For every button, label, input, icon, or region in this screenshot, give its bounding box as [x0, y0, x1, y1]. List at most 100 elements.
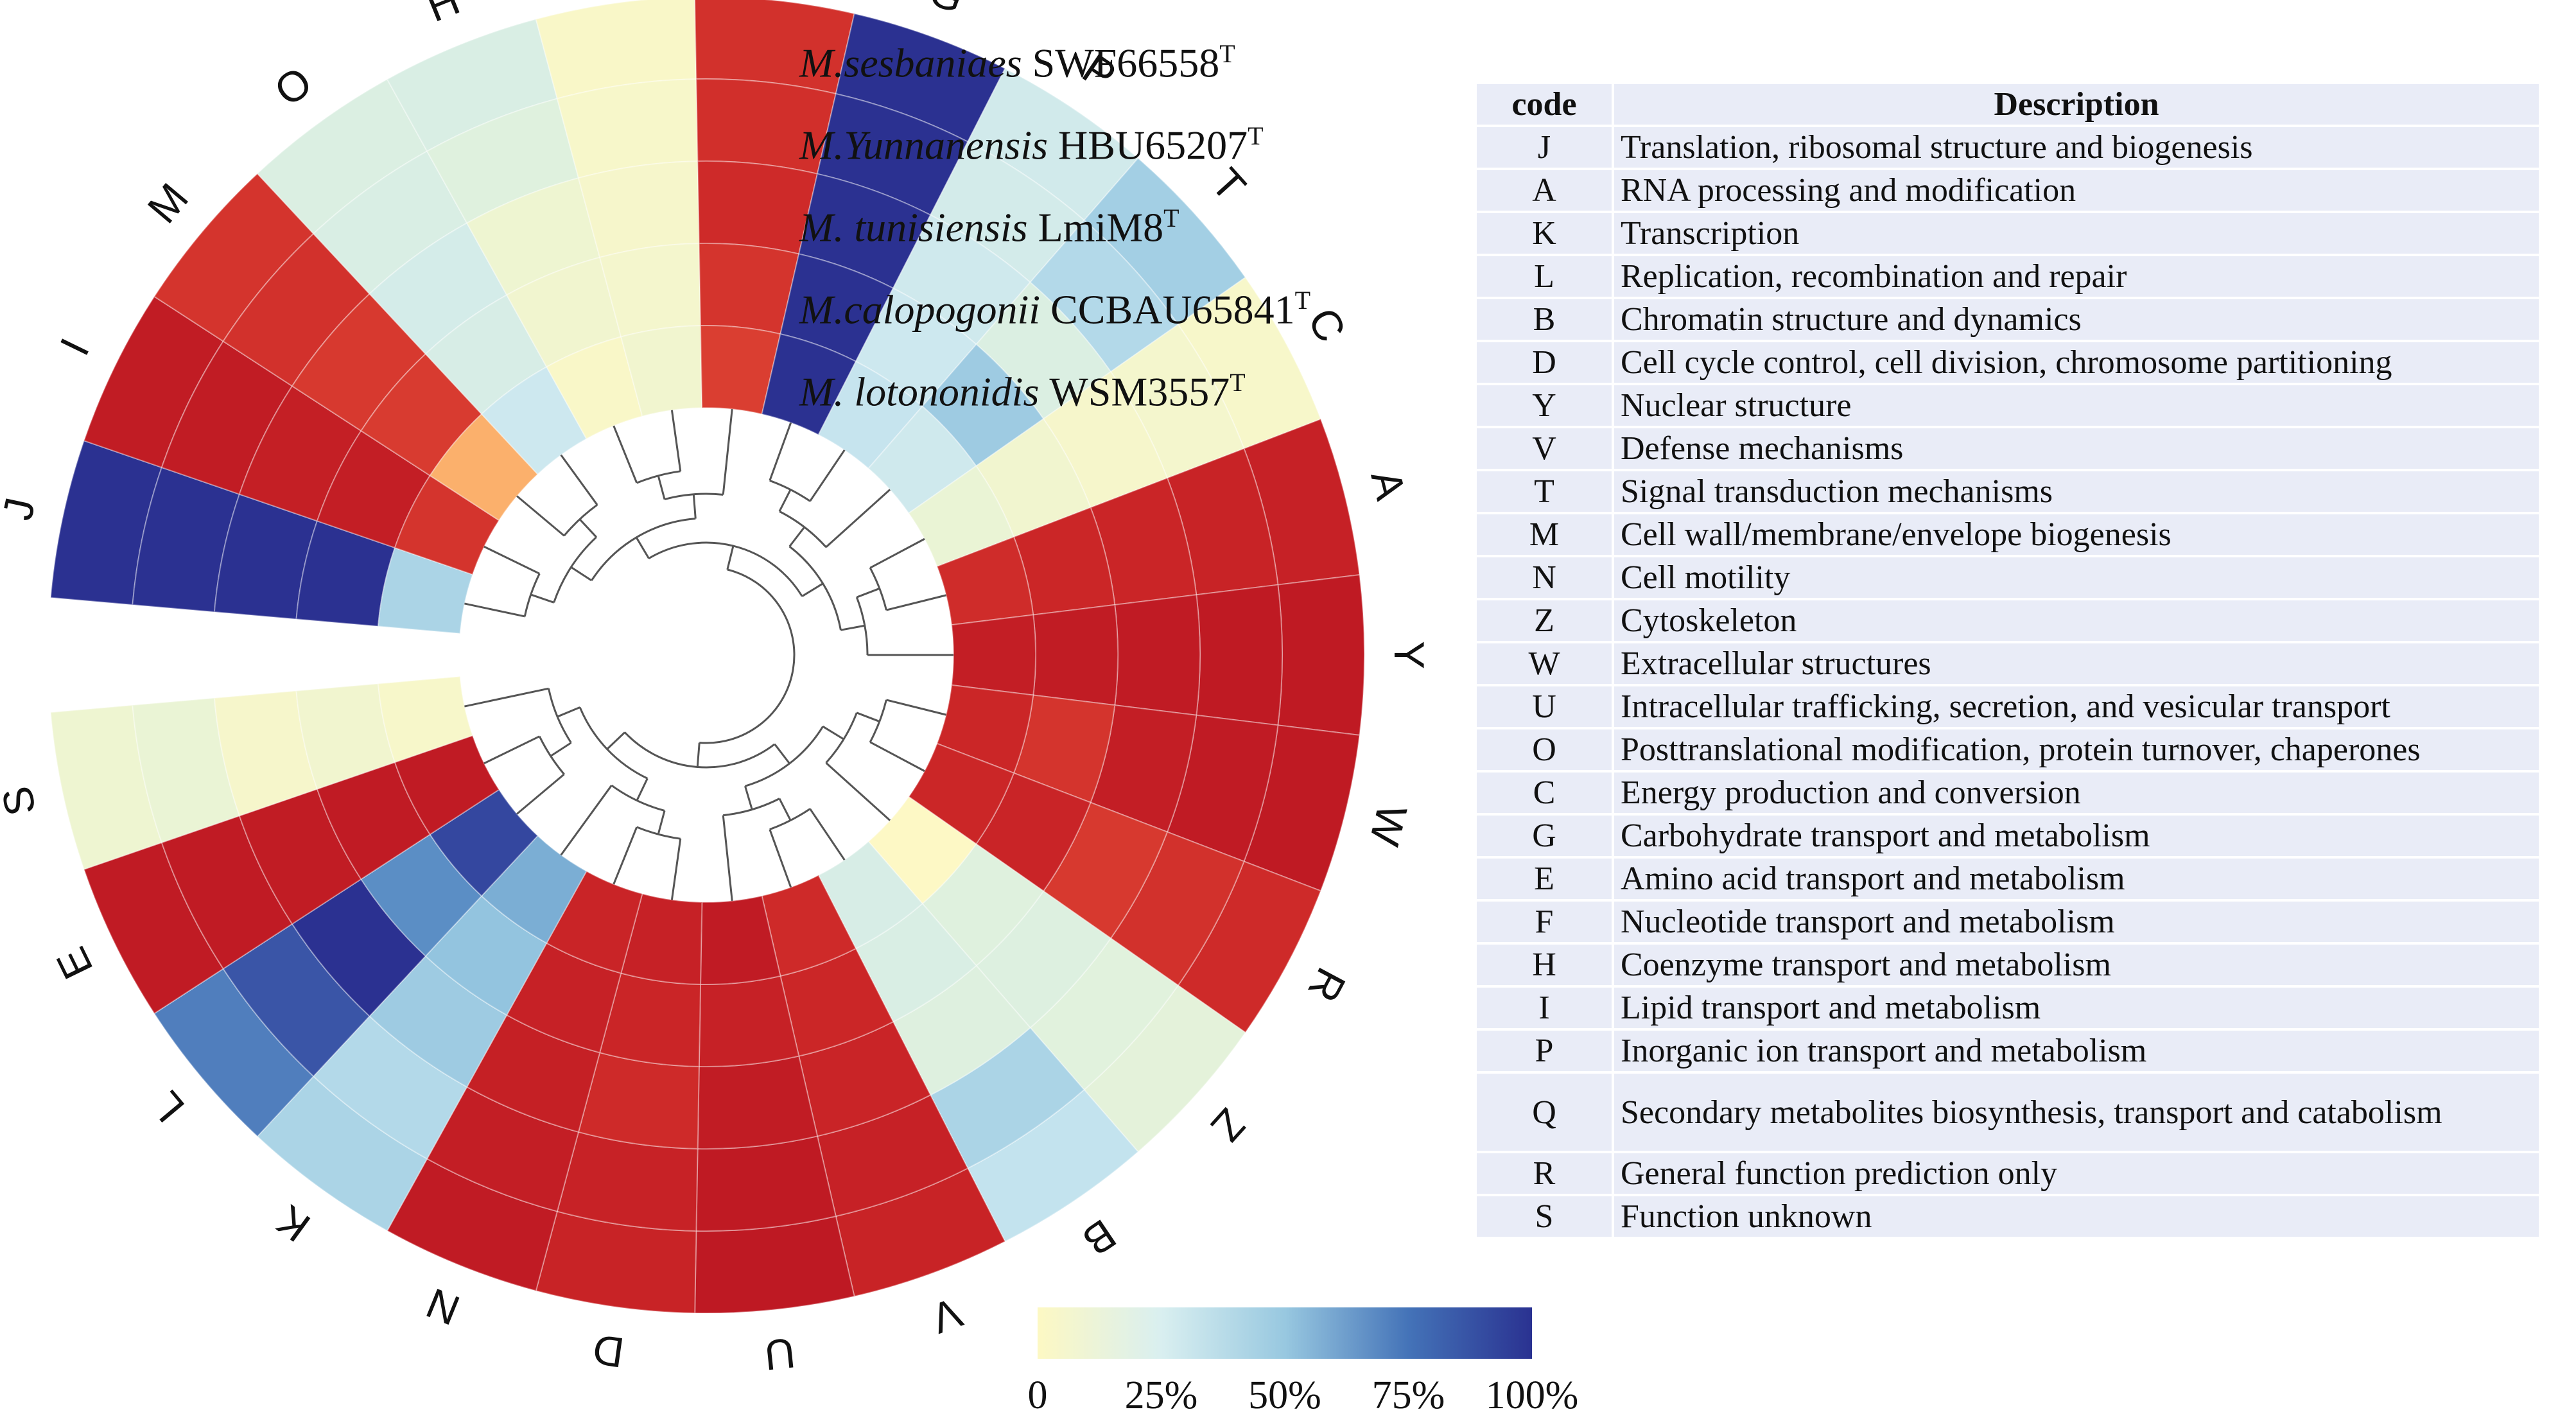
heatmap-cell	[429, 789, 539, 897]
colorbar-ticks: 0 25% 50% 75% 100%	[1014, 1373, 1580, 1418]
description-cell: Extracellular structures	[1614, 643, 2539, 684]
dendrogram-branch	[869, 537, 925, 569]
heatmap-cell	[1032, 604, 1118, 706]
dendrogram-branch	[483, 735, 540, 765]
description-cell: Inorganic ion transport and metabolism	[1614, 1031, 2539, 1071]
strain-id: HBU65207	[1058, 122, 1248, 168]
dendrogram-branch	[769, 422, 792, 481]
colorbar-tick-label: 25%	[1124, 1374, 1198, 1417]
strain-id: LmiM8	[1038, 204, 1164, 250]
dendrogram-arc	[699, 568, 796, 744]
table-row: G Carbohydrate transport and metabolism	[1477, 816, 2539, 856]
table-row: U Intracellular trafficking, secretion, a…	[1477, 686, 2539, 727]
dendrogram-branch	[809, 449, 846, 502]
species-name: M.Yunnanensis	[799, 122, 1059, 168]
table-row: C Energy production and conversion	[1477, 773, 2539, 813]
heatmap-cell	[1196, 584, 1283, 726]
category-label: Y	[1386, 641, 1433, 669]
dendrogram-arc	[553, 536, 597, 603]
heatmap-cell	[817, 841, 923, 950]
circular-heatmap: JIMOHQFGPTCAYWRZBVUDNKLES	[0, 0, 1433, 1379]
dendrogram-branch	[744, 785, 753, 810]
type-strain-mark: T	[1219, 39, 1235, 68]
category-label: D	[590, 1325, 627, 1377]
dendrogram-branch	[696, 742, 701, 767]
table-row: P Inorganic ion transport and metabolism	[1477, 1031, 2539, 1071]
table-row: R General function prediction only	[1477, 1153, 2539, 1194]
species-name: M.calopogonii	[799, 286, 1051, 333]
dendrogram-branch	[657, 475, 666, 500]
table-row: H Coenzyme transport and metabolism	[1477, 945, 2539, 985]
code-cell: P	[1477, 1031, 1612, 1071]
dendrogram-branch	[869, 741, 925, 773]
dendrogram-branch	[801, 582, 824, 597]
description-cell: Cytoskeleton	[1614, 600, 2539, 641]
description-cell: Carbohydrate transport and metabolism	[1614, 816, 2539, 856]
code-cell: M	[1477, 514, 1612, 555]
description-cell: Function unknown	[1614, 1196, 2539, 1237]
species-legend-entry: M.calopogonii CCBAU65841T	[799, 285, 1310, 333]
heatmap-cell	[1277, 573, 1366, 737]
dendrogram-branch	[606, 731, 626, 750]
heatmap-cell	[695, 1135, 837, 1232]
dendrogram-branch	[769, 829, 792, 888]
dendrogram-branch	[722, 815, 733, 902]
table-row: O Posttranslational modification, protein…	[1477, 729, 2539, 770]
code-cell: Q	[1477, 1074, 1612, 1151]
dendrogram-branch	[670, 410, 682, 472]
category-label: E	[47, 940, 102, 986]
dendrogram-branch	[825, 762, 891, 821]
description-cell: Coenzyme transport and metabolism	[1614, 945, 2539, 985]
code-cell: K	[1477, 213, 1612, 254]
table-row: Q Secondary metabolites biosynthesis, tra…	[1477, 1074, 2539, 1151]
description-cell: Intracellular trafficking, secretion, an…	[1614, 686, 2539, 727]
description-cell: Cell wall/membrane/envelope biogenesis	[1614, 514, 2539, 555]
code-cell: C	[1477, 773, 1612, 813]
dendrogram-branch	[557, 706, 580, 718]
species-name: M. lotononidis	[799, 369, 1050, 415]
table-row: J Translation, ribosomal structure and bi…	[1477, 127, 2539, 168]
table-row: L Replication, recombination and repair	[1477, 256, 2539, 297]
dendrogram-branch	[550, 742, 572, 757]
species-name: M.sesbaniaes	[799, 40, 1032, 86]
strain-id: SWF66558	[1032, 40, 1220, 86]
heatmap-cell	[867, 405, 977, 514]
heatmap-cell	[377, 546, 474, 634]
dendrogram-branch	[464, 687, 549, 708]
code-cell: L	[1477, 256, 1612, 297]
description-cell: Lipid transport and metabolism	[1614, 988, 2539, 1028]
dendrogram-branch	[613, 826, 638, 885]
code-cell: T	[1477, 471, 1612, 512]
code-cell: V	[1477, 428, 1612, 469]
heatmap-cell	[577, 1051, 700, 1149]
code-cell: B	[1477, 299, 1612, 340]
heatmap-cell	[951, 614, 1036, 696]
dendrogram-branch	[726, 545, 735, 570]
dendrogram-branch	[778, 798, 792, 821]
dendrogram-branch	[856, 588, 880, 598]
dendrogram-branch	[722, 408, 733, 495]
strain-id: WSM3557	[1049, 369, 1230, 415]
description-cell: Posttranslational modification, protein …	[1614, 729, 2539, 770]
table-row: W Extracellular structures	[1477, 643, 2539, 684]
type-strain-mark: T	[1294, 286, 1310, 315]
heatmap-cell	[1114, 594, 1201, 716]
category-label: L	[142, 1083, 193, 1131]
table-row: M Cell wall/membrane/envelope biogenesis	[1477, 514, 2539, 555]
heatmap-cell	[545, 870, 643, 974]
dendrogram-branch	[670, 838, 682, 900]
strain-id: CCBAU65841	[1050, 286, 1295, 333]
heatmap-cell	[698, 975, 800, 1067]
species-legend-entry: M.sesbaniaes SWF66558T	[799, 39, 1235, 87]
dendrogram-branch	[778, 489, 792, 512]
cog-code-table: code Description J Translation, ribosomal…	[1474, 82, 2541, 1239]
table-row: E Amino acid transport and metabolism	[1477, 859, 2539, 899]
dendrogram-branch	[516, 495, 565, 537]
code-cell: W	[1477, 643, 1612, 684]
heatmap-cells	[49, 0, 1366, 1314]
colorbar-tick-label: 50%	[1248, 1374, 1321, 1417]
table-row: F Nucleotide transport and metabolism	[1477, 902, 2539, 942]
code-cell: F	[1477, 902, 1612, 942]
description-cell: Nuclear structure	[1614, 385, 2539, 426]
description-cell: Secondary metabolites biosynthesis, tran…	[1614, 1074, 2539, 1151]
